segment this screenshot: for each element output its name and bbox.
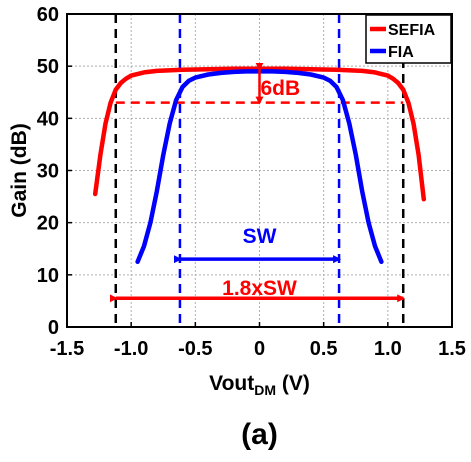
annotations-layer: 6dB SW 1.8xSW <box>109 62 406 303</box>
y-tick-label: 0 <box>48 317 59 339</box>
x-tick-label: -1.5 <box>50 338 84 360</box>
x-axis-label-main: Vout <box>209 372 254 395</box>
figure-caption: (a) <box>241 418 278 451</box>
y-tick-label: 10 <box>37 265 59 287</box>
x-tick-label: 1.0 <box>374 338 402 360</box>
x-axis-label: VoutDM (V) <box>209 372 310 398</box>
x-tick-label: 0.5 <box>310 338 338 360</box>
annotation-label: 6dB <box>261 77 301 100</box>
x-tick-label: -0.5 <box>178 338 212 360</box>
x-axis-label-sub: DM <box>254 382 276 398</box>
annotation-label: SW <box>243 225 277 248</box>
y-tick-label: 20 <box>37 213 59 235</box>
y-tick-label: 50 <box>37 56 59 78</box>
legend-label-fia: FIA <box>388 44 414 61</box>
annotation-label: 1.8xSW <box>222 277 297 300</box>
legend-label-sefia: SEFIA <box>388 22 436 39</box>
x-tick-label: -1.0 <box>114 338 148 360</box>
x-axis-label-unit: (V) <box>276 372 310 395</box>
y-axis-label: Gain (dB) <box>8 123 31 218</box>
tick-layer: -1.5 -1.0 -0.5 0 0.5 1.0 1.5 0 10 20 30 40 50 60 <box>37 4 466 360</box>
x-tick-label: 1.5 <box>438 338 466 360</box>
legend: SEFIA FIA <box>365 14 452 64</box>
y-tick-label: 30 <box>37 161 59 183</box>
y-tick-label: 40 <box>37 108 59 130</box>
legend-box <box>365 14 452 64</box>
x-tick-label: 0 <box>254 338 265 360</box>
y-tick-label: 60 <box>37 4 59 26</box>
